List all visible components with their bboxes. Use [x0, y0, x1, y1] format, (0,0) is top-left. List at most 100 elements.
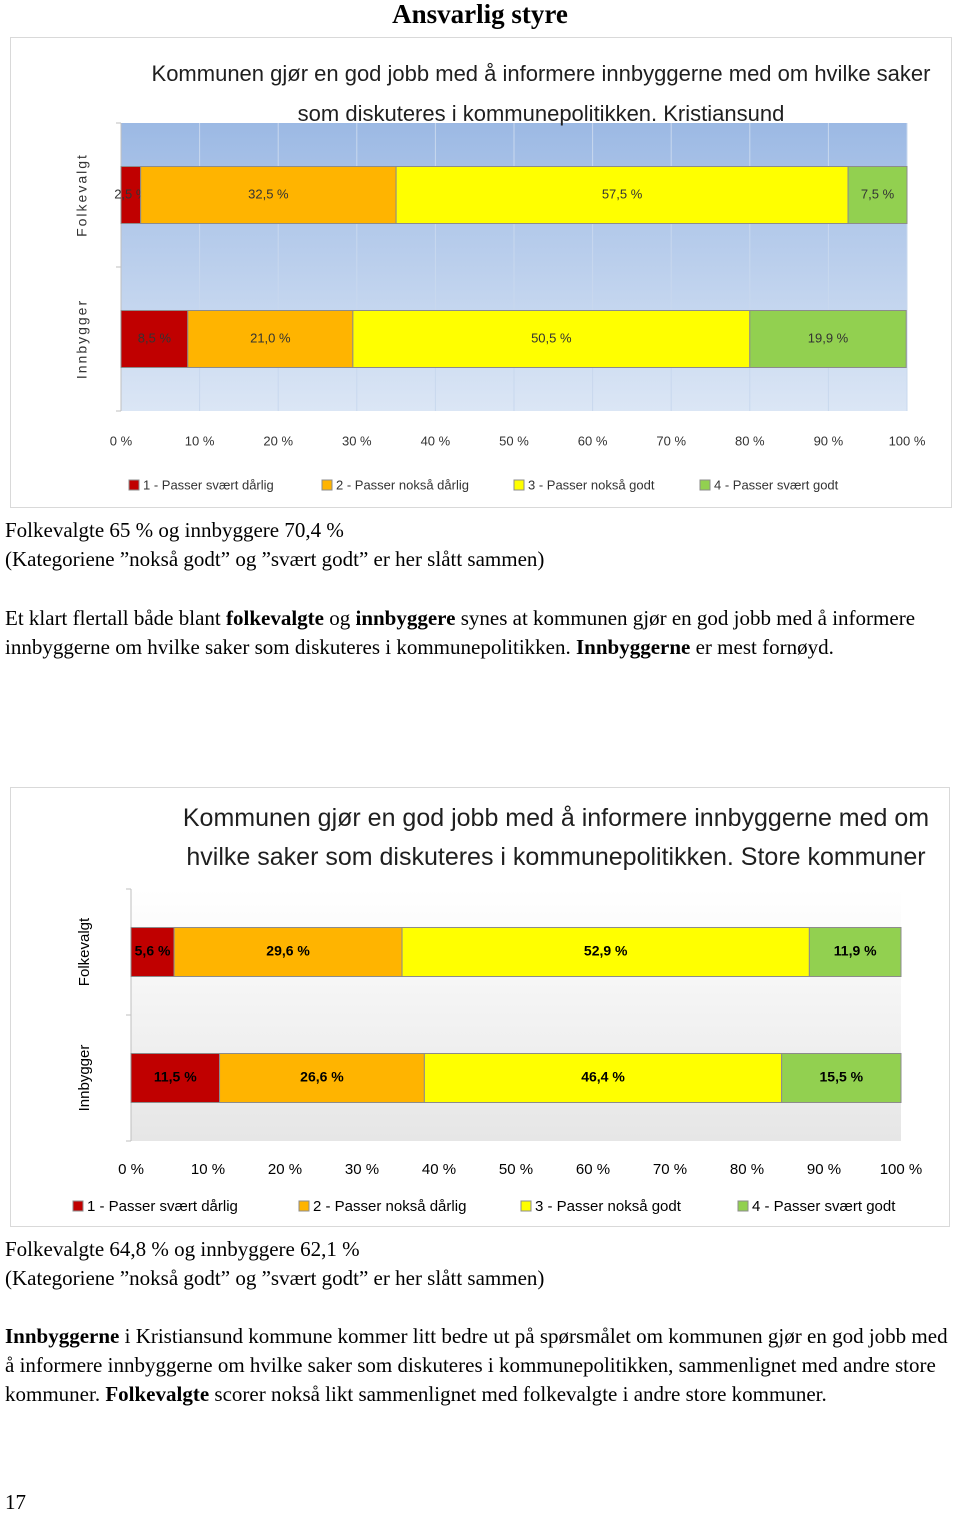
x-tick-label: 90 % [814, 433, 844, 448]
legend-label: 2 - Passer nokså dårlig [336, 477, 469, 492]
legend-label: 4 - Passer svært godt [714, 477, 839, 492]
category-label: Innbygger [76, 1045, 93, 1112]
x-tick-label: 70 % [656, 433, 686, 448]
bar-segment [781, 1053, 902, 1103]
plot-area [131, 889, 901, 1141]
bar-segment [808, 927, 902, 977]
legend-swatch [128, 479, 140, 491]
value-label: 50,5 % [531, 330, 572, 345]
value-label: 11,9 % [834, 943, 877, 959]
paragraph: Innbyggerne i Kristiansund kommune komme… [5, 1322, 957, 1409]
legend-label: 3 - Passer nokså godt [535, 1198, 682, 1215]
text-run: folkevalgte [226, 606, 324, 630]
x-tick-label: 50 % [499, 1161, 533, 1178]
text-run: Et klart flertall både blant [5, 606, 226, 630]
x-tick-label: 100 % [889, 433, 926, 448]
category-label: Folkevalgt [76, 917, 93, 986]
text-run: scorer nokså likt sammenlignet med folke… [209, 1382, 827, 1406]
text-run: synes at kommunen gjør en god jobb med å… [5, 606, 916, 659]
x-tick-label: 100 % [880, 1161, 923, 1178]
legend-label: 1 - Passer svært dårlig [143, 477, 274, 492]
legend-swatch [513, 479, 525, 491]
x-tick-label: 80 % [735, 433, 765, 448]
paragraph: (Kategoriene ”nokså godt” og ”svært godt… [5, 1264, 957, 1293]
x-tick-label: 40 % [422, 1161, 456, 1178]
bar-segment [219, 1053, 425, 1103]
category-label: Folkevalgt [74, 153, 90, 237]
value-label: 8,5 % [138, 330, 172, 345]
x-tick-label: 90 % [807, 1161, 841, 1178]
text-run: Innbyggerne [576, 635, 691, 659]
legend-label: 3 - Passer nokså godt [528, 477, 655, 492]
text-run: (Kategoriene ”nokså godt” og ”svært godt… [5, 547, 545, 571]
x-tick-label: 20 % [263, 433, 293, 448]
value-label: 32,5 % [248, 186, 289, 201]
chart-svg: 0 % 10 % 20 % 30 % 40 % 50 % 60 % 70 % 80 % 90 % 1… [74, 122, 926, 492]
x-tick-label: 10 % [185, 433, 215, 448]
x-tick-label: 30 % [345, 1161, 379, 1178]
paragraph: Folkevalgte 65 % og innbyggere 70,4 % [5, 516, 957, 545]
value-label: 7,5 % [861, 186, 895, 201]
bar-segment [130, 1053, 221, 1103]
legend-label: 4 - Passer svært godt [752, 1198, 896, 1215]
value-label: 19,9 % [808, 330, 849, 345]
chart: 0 % 10 % 20 % 30 % 40 % 50 % 60 % 70 % 80 % 90 % 1… [10, 37, 952, 508]
value-label: 5,6 % [135, 943, 171, 959]
legend-swatch [72, 1200, 84, 1212]
x-tick-label: 0 % [118, 1161, 144, 1178]
legend-swatch [321, 479, 333, 491]
bar-segment [423, 1053, 783, 1103]
value-label: 26,6 % [300, 1069, 344, 1085]
page-title: Ansvarlig styre [392, 0, 568, 29]
text-run: og [323, 606, 356, 630]
legend-swatch [520, 1200, 532, 1212]
chart-title: Kommunen gjør en god jobb med å informer… [182, 804, 930, 871]
x-tick-label: 70 % [653, 1161, 687, 1178]
value-label: 46,4 % [581, 1069, 625, 1085]
legend-swatch [699, 479, 711, 491]
paragraph: Et klart flertall både blant folkevalgte… [5, 604, 957, 662]
category-label: Innbygger [74, 299, 90, 379]
x-tick-label: 30 % [342, 433, 372, 448]
bar-segment [352, 310, 751, 368]
page-number: 17 [5, 1490, 26, 1514]
x-tick-label: 80 % [730, 1161, 764, 1178]
value-label: 52,9 % [584, 943, 628, 959]
value-label: 11,5 % [154, 1069, 197, 1085]
value-label: 21,0 % [250, 330, 291, 345]
x-tick-label: 50 % [499, 433, 529, 448]
legend-swatch [298, 1200, 310, 1212]
legend-label: 1 - Passer svært dårlig [87, 1198, 238, 1215]
value-label: 15,5 % [820, 1069, 864, 1085]
bar-segment [140, 166, 397, 224]
bar-segment [401, 927, 810, 977]
value-label: 29,6 % [266, 943, 310, 959]
text-run: Folkevalgte 65 % og innbyggere 70,4 % [5, 518, 344, 542]
bar-segment [130, 927, 175, 977]
x-tick-label: 10 % [191, 1161, 225, 1178]
bar-segment [847, 166, 908, 224]
paragraph: (Kategoriene ”nokså godt” og ”svært godt… [5, 545, 957, 574]
bar-segment [395, 166, 849, 224]
text-run: Folkevalgte 64,8 % og innbyggere 62,1 % [5, 1237, 360, 1261]
bar-segment [187, 310, 354, 368]
x-tick-label: 40 % [421, 433, 451, 448]
paragraph: Folkevalgte 64,8 % og innbyggere 62,1 % [5, 1235, 957, 1264]
text-run: Folkevalgte [105, 1382, 210, 1406]
text-run: (Kategoriene ”nokså godt” og ”svært godt… [5, 1266, 545, 1290]
legend-label: 2 - Passer nokså dårlig [313, 1198, 466, 1215]
value-label: 2,5 % [114, 186, 148, 201]
text-run: innbyggere [355, 606, 456, 630]
text-run: i Kristiansund kommune kommer litt bedre… [5, 1324, 948, 1406]
x-tick-label: 60 % [578, 433, 608, 448]
text-run: er mest fornøyd. [690, 635, 834, 659]
chart-svg: 0 % 10 % 20 % 30 % 40 % 50 % 60 % 70 % 80 % 90 % 1… [72, 888, 923, 1215]
text-run: Innbyggerne [5, 1324, 120, 1348]
chart-title: Kommunen gjør en god jobb med å informer… [151, 61, 931, 126]
bar-segment [749, 310, 907, 368]
x-tick-label: 20 % [268, 1161, 302, 1178]
x-tick-label: 0 % [110, 433, 133, 448]
value-label: 57,5 % [602, 186, 643, 201]
x-tick-label: 60 % [576, 1161, 610, 1178]
